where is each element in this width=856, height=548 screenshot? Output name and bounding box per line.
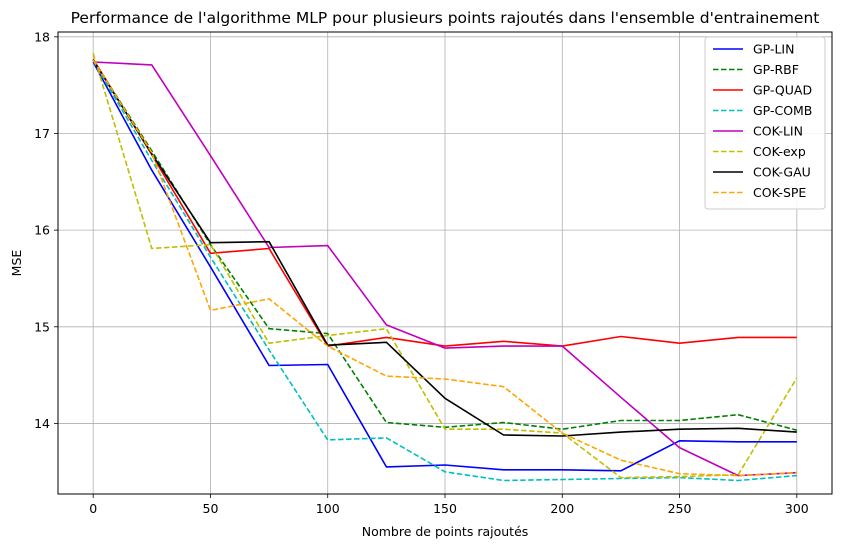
y-tick-label: 18 <box>34 29 50 44</box>
y-tick-label: 15 <box>34 319 50 334</box>
series-line-cok-lin <box>93 61 797 477</box>
y-tick-label: 17 <box>34 126 50 141</box>
y-tick-label: 16 <box>34 223 50 238</box>
legend-label: GP-COMB <box>753 103 812 118</box>
series-line-gp-quad <box>92 58 797 347</box>
legend-label: COK-LIN <box>753 124 803 139</box>
y-axis-label: MSE <box>9 250 24 277</box>
x-tick-label: 300 <box>785 501 809 516</box>
legend-box <box>704 36 826 210</box>
legend: GP-LIN GP-RBF GP-QUAD GP-COMB COK-LIN COK-exp… <box>704 36 826 210</box>
x-axis-ticks: 0 50 100 150 200 250 300 <box>89 494 809 516</box>
x-axis-label: Nombre de points rajoutés <box>362 524 529 539</box>
legend-label: GP-RBF <box>753 62 799 77</box>
series-line-gp-rbf <box>92 59 798 431</box>
legend-label: GP-QUAD <box>753 83 812 98</box>
legend-label: COK-exp <box>753 144 806 159</box>
series-line-gp-comb <box>92 60 797 482</box>
grid-lines <box>58 32 832 494</box>
x-tick-label: 100 <box>316 501 340 516</box>
series-line-cok-spe <box>92 59 797 477</box>
series-line-cok-exp <box>92 53 798 479</box>
legend-label: COK-SPE <box>753 185 806 200</box>
legend-label: COK-GAU <box>753 165 811 180</box>
series-lines <box>92 53 798 482</box>
chart-title: Performance de l'algorithme MLP pour plu… <box>71 9 820 27</box>
series-line-gp-lin <box>92 61 797 472</box>
x-tick-label: 50 <box>203 501 219 516</box>
y-tick-label: 14 <box>34 416 50 431</box>
y-axis-ticks: 14 15 16 17 18 <box>34 29 58 431</box>
x-tick-label: 200 <box>550 501 574 516</box>
x-tick-label: 150 <box>433 501 457 516</box>
x-tick-label: 250 <box>668 501 692 516</box>
x-tick-label: 0 <box>89 501 97 516</box>
series-line-cok-gau <box>92 59 797 437</box>
legend-label: GP-LIN <box>753 42 794 57</box>
